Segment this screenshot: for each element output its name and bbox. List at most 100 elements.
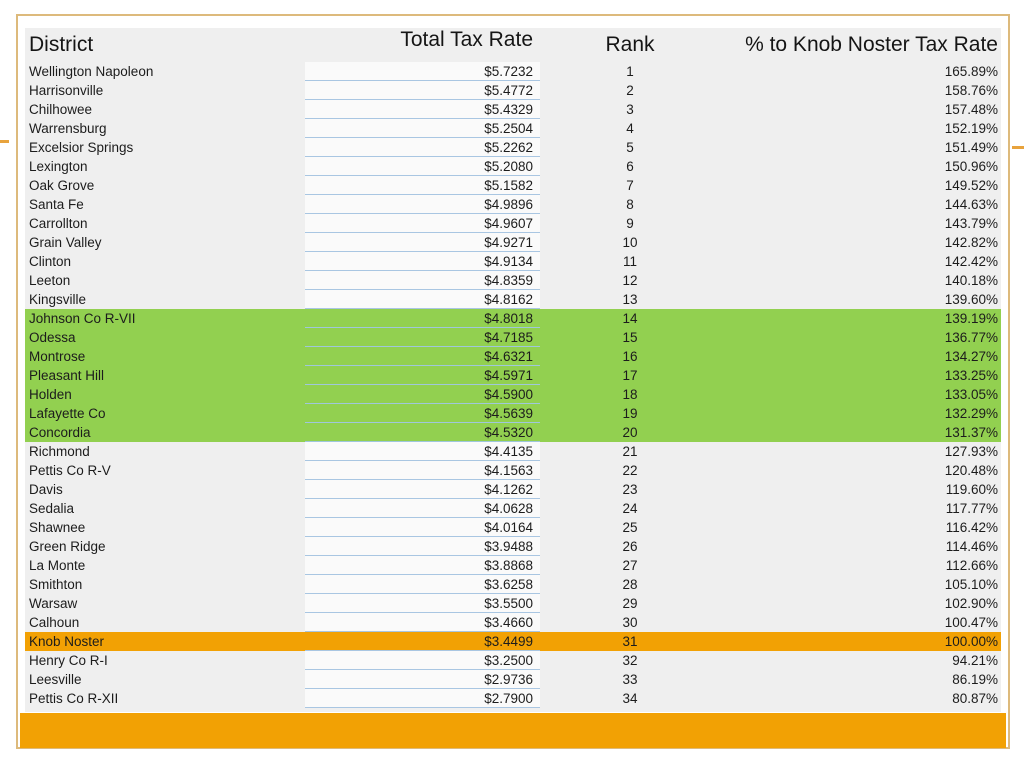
table-row: Clinton $4.9134 11 142.42% (25, 252, 1001, 271)
rank-cell: 5 (626, 140, 634, 155)
district-cell: Knob Noster (29, 634, 105, 649)
table-row: Smithton $3.6258 28 105.10% (25, 575, 1001, 594)
table-row: Leesville $2.9736 33 86.19% (25, 670, 1001, 689)
district-cell: Green Ridge (29, 539, 106, 554)
rank-cell: 3 (626, 102, 634, 117)
district-cell: La Monte (29, 558, 86, 573)
total-tax-rate-cell: $3.5500 (305, 594, 540, 613)
pct-to-knob-noster-cell: 117.77% (945, 501, 998, 516)
total-tax-rate-cell: $4.1262 (305, 480, 540, 499)
table-row: Lafayette Co $4.5639 19 132.29% (25, 404, 1001, 423)
rank-cell: 1 (626, 64, 634, 79)
table-row: Wellington Napoleon $5.7232 1 165.89% (25, 62, 1001, 81)
pct-to-knob-noster-cell: 144.63% (944, 197, 998, 212)
column-header-rank: Rank (605, 33, 655, 56)
rank-cell: 15 (622, 330, 638, 345)
table-row: Odessa $4.7185 15 136.77% (25, 328, 1001, 347)
pct-to-knob-noster-cell: 86.19% (952, 672, 998, 687)
table-row: Warrensburg $5.2504 4 152.19% (25, 119, 1001, 138)
district-cell: Chilhowee (29, 102, 93, 117)
district-cell: Clinton (29, 254, 72, 269)
rank-cell: 7 (626, 178, 634, 193)
table-row: Chilhowee $5.4329 3 157.48% (25, 100, 1001, 119)
pct-to-knob-noster-cell: 158.76% (944, 83, 998, 98)
pct-to-knob-noster-cell: 94.21% (952, 653, 998, 668)
tax-rate-table: District Total Tax Rate Rank % to Knob N… (25, 28, 1001, 712)
rank-cell: 34 (622, 691, 638, 706)
total-tax-rate-cell: $2.9736 (305, 670, 540, 689)
table-row: Holden $4.5900 18 133.05% (25, 385, 1001, 404)
rank-cell: 26 (622, 539, 638, 554)
total-tax-rate-cell: $3.9488 (305, 537, 540, 556)
rank-cell: 18 (622, 387, 638, 402)
total-tax-rate-cell: $4.5900 (305, 385, 540, 404)
rank-cell: 21 (622, 444, 638, 459)
total-tax-rate-cell: $5.2504 (305, 119, 540, 138)
table-row: Concordia $4.5320 20 131.37% (25, 423, 1001, 442)
district-cell: Pettis Co R-XII (29, 691, 119, 706)
column-header-district: District (29, 33, 94, 56)
total-tax-rate-cell: $4.8018 (305, 309, 540, 328)
pct-to-knob-noster-cell: 133.25% (944, 368, 998, 383)
table-row: Kingsville $4.8162 13 139.60% (25, 290, 1001, 309)
total-tax-rate-cell: $5.1582 (305, 176, 540, 195)
total-tax-rate-cell: $3.8868 (305, 556, 540, 575)
total-tax-rate-cell: $5.2262 (305, 138, 540, 157)
rank-cell: 32 (622, 653, 638, 668)
total-tax-rate-cell: $4.9896 (305, 195, 540, 214)
district-cell: Grain Valley (29, 235, 102, 250)
district-cell: Sedalia (29, 501, 75, 516)
total-tax-rate-cell: $4.9271 (305, 233, 540, 252)
table-row: Lexington $5.2080 6 150.96% (25, 157, 1001, 176)
rank-cell: 17 (622, 368, 638, 383)
total-tax-rate-cell: $3.6258 (305, 575, 540, 594)
table-row: Pleasant Hill $4.5971 17 133.25% (25, 366, 1001, 385)
pct-to-knob-noster-cell: 114.46% (945, 539, 998, 554)
table-row: Excelsior Springs $5.2262 5 151.49% (25, 138, 1001, 157)
table-row: Warsaw $3.5500 29 102.90% (25, 594, 1001, 613)
total-tax-rate-cell: $4.1563 (305, 461, 540, 480)
column-header-total-tax-rate: Total Tax Rate (400, 28, 533, 51)
table-body: Wellington Napoleon $5.7232 1 165.89% Ha… (25, 62, 1001, 708)
district-cell: Excelsior Springs (29, 140, 134, 155)
pct-to-knob-noster-cell: 80.87% (952, 691, 998, 706)
total-tax-rate-cell: $3.4499 (305, 632, 540, 651)
pct-to-knob-noster-cell: 119.60% (945, 482, 998, 497)
district-cell: Lexington (29, 159, 88, 174)
total-tax-rate-cell: $4.7185 (305, 328, 540, 347)
total-tax-rate-cell: $5.7232 (305, 62, 540, 81)
rank-cell: 13 (622, 292, 638, 307)
slide-border-frame (16, 14, 1010, 749)
total-tax-rate-cell: $4.5320 (305, 423, 540, 442)
rank-cell: 27 (622, 558, 638, 573)
district-cell: Leesville (29, 672, 82, 687)
total-tax-rate-cell: $5.4329 (305, 100, 540, 119)
pct-to-knob-noster-cell: 112.66% (945, 558, 998, 573)
left-edge-orange-tick (0, 140, 9, 143)
pct-to-knob-noster-cell: 105.10% (944, 577, 998, 592)
total-tax-rate-cell: $3.4660 (305, 613, 540, 632)
district-cell: Kingsville (29, 292, 87, 307)
district-cell: Shawnee (29, 520, 86, 535)
district-cell: Harrisonville (29, 83, 104, 98)
pct-to-knob-noster-cell: 116.42% (945, 520, 998, 535)
rank-cell: 22 (622, 463, 638, 478)
right-edge-orange-tick (1012, 146, 1024, 149)
district-cell: Wellington Napoleon (29, 64, 154, 79)
pct-to-knob-noster-cell: 102.90% (944, 596, 998, 611)
rank-cell: 10 (622, 235, 638, 250)
rank-cell: 20 (622, 425, 638, 440)
district-cell: Lafayette Co (29, 406, 106, 421)
rank-cell: 28 (622, 577, 638, 592)
table-row: Pettis Co R-XII $2.7900 34 80.87% (25, 689, 1001, 708)
pct-to-knob-noster-cell: 100.47% (944, 615, 998, 630)
rank-cell: 23 (622, 482, 638, 497)
district-cell: Concordia (29, 425, 91, 440)
total-tax-rate-cell: $4.8162 (305, 290, 540, 309)
district-cell: Montrose (29, 349, 86, 364)
rank-cell: 6 (626, 159, 634, 174)
rank-cell: 33 (622, 672, 638, 687)
district-cell: Oak Grove (29, 178, 95, 193)
total-tax-rate-cell: $3.2500 (305, 651, 540, 670)
pct-to-knob-noster-cell: 152.19% (944, 121, 998, 136)
